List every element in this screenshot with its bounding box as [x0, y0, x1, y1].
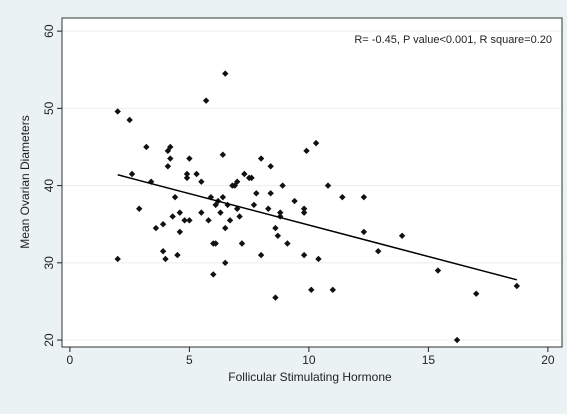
scatter-point — [324, 182, 332, 189]
y-tick-label: 60 — [42, 24, 56, 38]
scatter-point — [222, 259, 229, 267]
scatter-point — [198, 178, 205, 185]
scatter-point — [167, 155, 174, 162]
y-tick-label: 50 — [42, 101, 56, 115]
scatter-point — [126, 116, 133, 124]
scatter-point — [238, 240, 246, 247]
scatter-point — [360, 193, 368, 201]
regression-line — [117, 174, 518, 281]
scatter-point — [198, 209, 205, 216]
scatter-point — [207, 193, 215, 201]
annotation: R= -0.45, P value<0.001, R square=0.20 — [354, 34, 552, 46]
scatter-point — [167, 143, 174, 151]
scatter-point — [183, 174, 191, 182]
plot-area — [61, 17, 563, 348]
x-tick-label: 10 — [302, 353, 316, 367]
scatter-point — [257, 251, 265, 259]
scatter-point — [279, 182, 286, 189]
scatter-point — [152, 224, 160, 232]
scatter-point — [274, 232, 282, 239]
scatter-point — [398, 232, 406, 239]
x-tick-label: 20 — [541, 353, 555, 367]
scatter-point — [219, 193, 227, 201]
scatter-point — [308, 286, 315, 294]
scatter-point — [253, 190, 260, 197]
scatter-point — [159, 248, 167, 255]
scatter-point — [300, 209, 308, 216]
scatter-point — [267, 190, 274, 197]
scatter-point — [300, 251, 308, 259]
scatter-point — [233, 178, 241, 185]
scatter-point — [472, 290, 480, 297]
scatter-point — [375, 248, 382, 255]
scatter-point — [329, 286, 336, 294]
scatter-point — [250, 201, 258, 209]
scatter-point — [513, 282, 521, 290]
scatter-point — [212, 240, 219, 247]
scatter-point — [183, 170, 191, 178]
y-tick-label: 40 — [42, 179, 56, 193]
scatter-point — [169, 213, 176, 220]
scatter-point — [312, 139, 320, 147]
y-tick-label: 20 — [42, 333, 56, 347]
x-axis-title: Follicular Stimulating Hormone — [228, 370, 392, 384]
scatter-point — [135, 205, 143, 212]
scatter-point — [222, 70, 229, 77]
scatter-point — [162, 255, 169, 263]
scatter-point — [128, 170, 136, 178]
scatter-point — [186, 217, 193, 224]
x-tick-label: 15 — [422, 353, 436, 367]
scatter-point — [217, 209, 224, 216]
scatter-point — [236, 213, 243, 220]
scatter-point — [291, 197, 298, 205]
scatter-point — [284, 240, 291, 247]
scatter-point — [164, 163, 172, 170]
scatter-point — [176, 209, 184, 216]
scatter-point — [176, 228, 184, 236]
scatter-point — [219, 151, 227, 158]
scatter-point — [174, 251, 181, 259]
scatter-point — [114, 255, 121, 263]
scatter-point — [434, 267, 442, 274]
scatter-point — [277, 209, 284, 216]
x-tick-label: 0 — [67, 353, 74, 367]
scatter-point — [205, 217, 212, 224]
scatter-point — [143, 143, 150, 151]
y-axis-title: Mean Ovarian Diameters — [18, 115, 32, 248]
scatter-point — [315, 255, 322, 263]
scatter-point — [272, 224, 279, 232]
x-tick-label: 5 — [186, 353, 193, 367]
scatter-point — [114, 108, 121, 115]
scatter-point — [339, 193, 346, 201]
scatter-point — [267, 163, 274, 170]
scatter-point — [303, 147, 310, 155]
scatter-point — [186, 155, 193, 162]
scatter-point — [181, 217, 188, 224]
y-tick-label: 30 — [42, 256, 56, 270]
scatter-point — [159, 221, 167, 228]
scatter-point — [193, 170, 200, 178]
scatter-point — [241, 170, 248, 178]
scatter-point — [222, 224, 229, 232]
scatter-point — [171, 193, 179, 201]
scatter-point — [226, 217, 234, 224]
scatter-point — [265, 205, 272, 212]
scatter-point — [248, 174, 255, 182]
scatter-point — [453, 336, 461, 344]
scatter-point — [300, 205, 308, 212]
scatter-point — [202, 97, 210, 104]
scatter-point — [231, 182, 239, 189]
scatter-point — [257, 155, 265, 162]
scatter-point — [272, 294, 279, 301]
scatter-point — [210, 271, 217, 278]
scatter-point — [360, 228, 368, 236]
